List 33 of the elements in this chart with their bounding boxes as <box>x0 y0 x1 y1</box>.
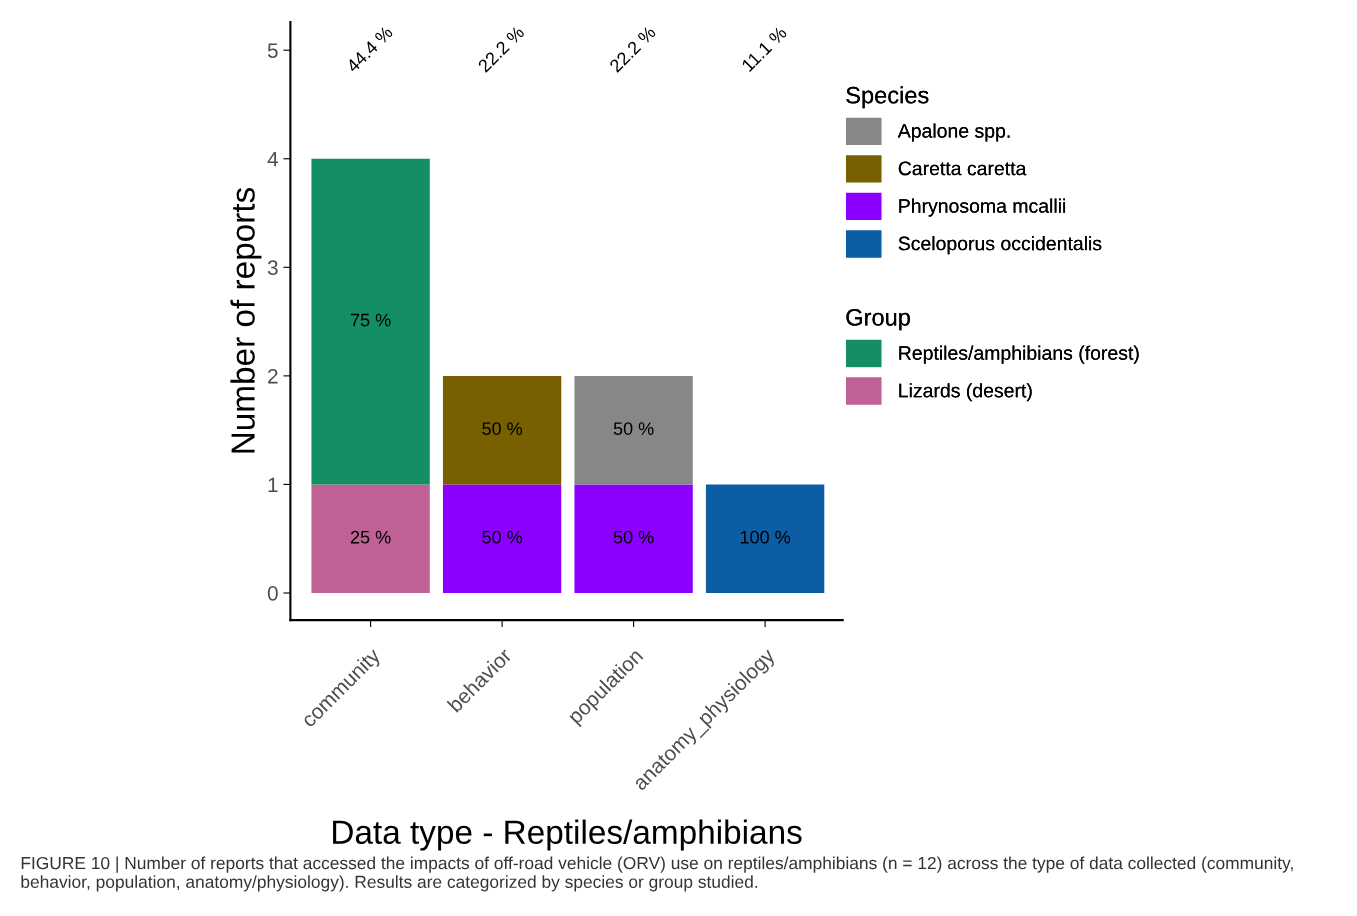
bar <box>442 375 562 485</box>
annotation: 25 % <box>350 530 391 544</box>
y-axis-title: Number of reports <box>230 187 262 453</box>
annotation: 11.1 % <box>741 25 788 73</box>
y-tick-label: 1 <box>268 477 278 492</box>
annotation: 100 % <box>740 530 791 544</box>
x-axis-title: Data type - Reptiles/amphibians <box>333 819 802 851</box>
bar <box>311 158 430 485</box>
bar <box>705 484 825 593</box>
text: Species <box>846 86 929 109</box>
legend-label: Reptiles/amphibians (forest) <box>899 345 1139 364</box>
caption: FIGURE 10 | Number of reports that accessed the impacts of off-road vehicle (ORV) use on reptiles/amphibians (n = 12) across the type of data collected (community, behavior, population, anatomy/physiology). Results are categorized by species or group studied. <box>21 856 1293 892</box>
y-tick-label: 5 <box>267 43 278 58</box>
bar <box>574 484 693 593</box>
legend-label: Caretta caretta <box>898 161 1027 176</box>
y-tick-label: 0 <box>267 585 278 601</box>
legend-label: Lizards (desert) <box>899 383 1032 402</box>
annotation: 50 % <box>482 530 523 544</box>
annotation: 50 % <box>613 530 654 544</box>
legend-label: Sceloporus occidentalis <box>898 236 1102 255</box>
annotation: 50 % <box>482 422 523 435</box>
legend-label: Apalone spp. <box>897 123 1010 142</box>
annotation: 44.4 % <box>345 25 394 74</box>
text: Group <box>846 308 910 331</box>
bar <box>442 484 562 593</box>
annotation: 75 % <box>350 313 391 327</box>
legend-label: Phrynosoma mcallii <box>899 198 1066 217</box>
bar <box>574 375 693 485</box>
y-tick-label: 3 <box>267 260 278 276</box>
bar <box>311 484 430 593</box>
y-tick-label: 2 <box>268 368 278 384</box>
annotation: 50 % <box>613 422 654 435</box>
y-tick-label: 4 <box>267 151 278 167</box>
